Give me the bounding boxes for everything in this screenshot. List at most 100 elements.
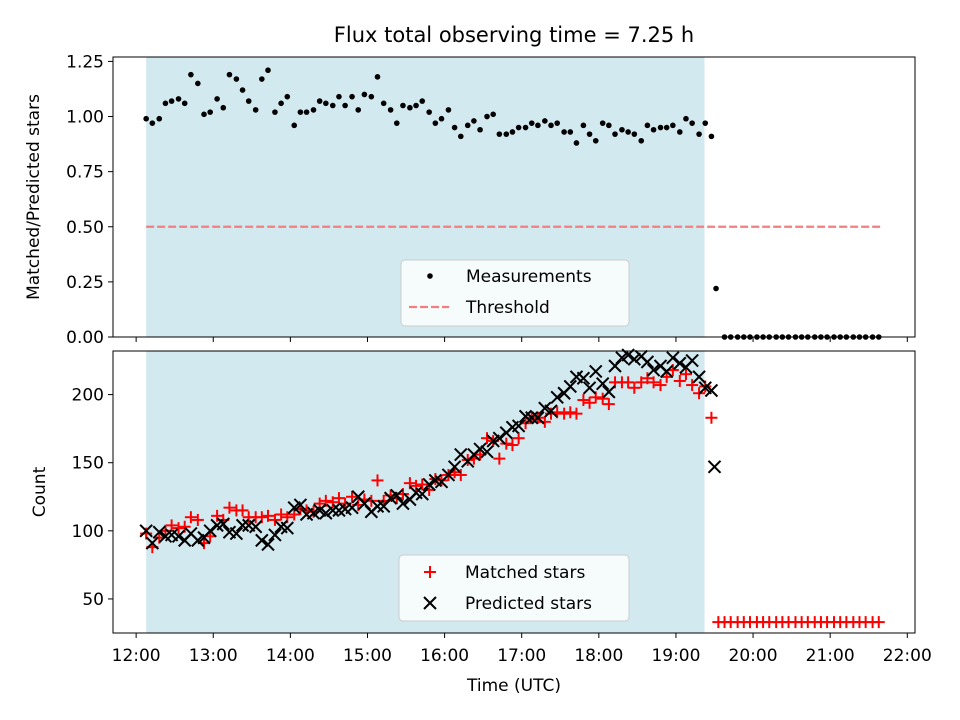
- matched-star-point: [211, 509, 224, 522]
- predicted-star-point: [595, 376, 610, 391]
- matched-star-point: [583, 396, 596, 409]
- predicted-star-point: [293, 498, 308, 512]
- predicted-star-point: [441, 468, 456, 482]
- matched-star-point: [635, 376, 648, 389]
- matched-star-point: [570, 407, 583, 420]
- chart-title: Flux total observing time = 7.25 h: [334, 23, 694, 47]
- x-tick-label: 12:00: [112, 646, 161, 666]
- measurement-point: [573, 140, 580, 146]
- measurement-point: [426, 109, 432, 115]
- bottom-plot-frame: [112, 350, 916, 634]
- matched-star-point: [577, 394, 590, 407]
- predicted-star-point: [261, 537, 275, 552]
- measurement-point: [432, 120, 439, 126]
- measurement-point: [265, 67, 271, 74]
- bottom-panel: 50 100 150 200 12:00 13:00 14:00 15:00 16:00 17:…: [30, 348, 932, 696]
- predicted-star-point: [627, 352, 642, 366]
- predicted-star-point: [447, 460, 462, 474]
- matched-star-point: [165, 519, 178, 532]
- y-tick-label: 150: [72, 454, 104, 474]
- measurement-point: [612, 131, 618, 137]
- measurement-point: [696, 131, 702, 137]
- matched-star-point: [686, 379, 699, 392]
- predicted-star-point: [602, 385, 616, 399]
- measurement-point: [149, 120, 156, 126]
- y-tick-label: 0.25: [66, 273, 104, 293]
- measurement-point: [625, 129, 631, 135]
- matched-star-point: [223, 501, 236, 514]
- bottom-y-axis-label: Count: [30, 466, 50, 517]
- measurement-point: [284, 93, 291, 100]
- measurement-point: [374, 74, 381, 80]
- measurement-point: [542, 118, 548, 124]
- measurement-point: [451, 124, 458, 131]
- matched-star-point: [268, 513, 281, 526]
- measurement-point: [368, 93, 375, 100]
- matched-star-point: [191, 513, 204, 526]
- predicted-star-point: [707, 460, 722, 474]
- predicted-star-point: [370, 499, 385, 514]
- matched-star-point: [558, 407, 571, 420]
- measurement-point: [336, 93, 342, 100]
- measurement-point: [650, 126, 657, 133]
- predicted-star-point: [480, 445, 494, 459]
- predicted-star-point: [576, 371, 591, 385]
- x-tick-label: 16:00: [420, 646, 469, 666]
- top-y-axis-label: Matched/Predicted stars: [24, 94, 44, 300]
- measurement-point: [342, 102, 348, 109]
- predicted-star-point: [422, 477, 436, 492]
- measurement-point: [407, 104, 413, 111]
- measurement-point: [195, 80, 201, 87]
- measurement-point: [156, 115, 163, 122]
- measurement-point: [361, 91, 368, 98]
- measurement-point: [181, 100, 188, 107]
- bottom-legend: Matched stars Predicted stars: [398, 554, 630, 622]
- matched-star-point: [602, 398, 615, 411]
- measurement-point: [567, 129, 574, 135]
- measurement-point: [580, 122, 587, 129]
- predicted-star-point: [396, 496, 410, 511]
- measurement-point: [535, 122, 541, 129]
- matched-star-point: [493, 452, 506, 465]
- measurement-point: [561, 129, 567, 135]
- measurement-point: [644, 122, 651, 129]
- matched-star-point: [673, 374, 686, 387]
- matched-star-point: [346, 490, 359, 503]
- measurement-point: [355, 107, 362, 113]
- measurement-point: [592, 137, 599, 144]
- matched-star-point: [371, 474, 384, 487]
- matched-star-point: [275, 508, 288, 521]
- predicted-star-point: [248, 520, 263, 534]
- legend-measurements-marker: [427, 273, 433, 279]
- measurement-point: [438, 115, 445, 122]
- measurement-point: [663, 124, 670, 131]
- measurement-point: [490, 111, 496, 118]
- measurement-point: [239, 87, 246, 93]
- measurement-point: [702, 120, 709, 126]
- measurement-point: [657, 124, 664, 131]
- matched-star-point: [410, 479, 423, 492]
- measurement-point: [496, 131, 503, 137]
- measurement-point: [393, 120, 400, 126]
- predicted-star-point: [589, 364, 603, 379]
- legend-predicted-label: Predicted stars: [465, 594, 592, 614]
- predicted-star-point: [216, 517, 230, 531]
- legend-predicted-marker: [423, 596, 437, 610]
- predicted-star-point: [692, 370, 706, 384]
- predicted-star-point: [525, 411, 539, 425]
- predicted-star-point: [563, 379, 578, 394]
- measurement-point: [233, 76, 240, 82]
- measurement-point: [175, 96, 182, 102]
- matched-star-point: [332, 492, 345, 505]
- matched-star-point: [596, 392, 609, 405]
- predicted-star-point: [255, 533, 269, 548]
- predicted-star-point: [473, 442, 487, 456]
- predicted-star-point: [582, 381, 597, 395]
- measurement-point: [638, 137, 645, 144]
- predicted-star-point: [704, 383, 719, 398]
- y-tick-label: 0.50: [66, 218, 104, 238]
- measurement-point: [245, 98, 252, 104]
- x-tick-label: 13:00: [189, 646, 238, 666]
- measurement-point: [509, 129, 516, 135]
- matched-star-point: [872, 616, 885, 629]
